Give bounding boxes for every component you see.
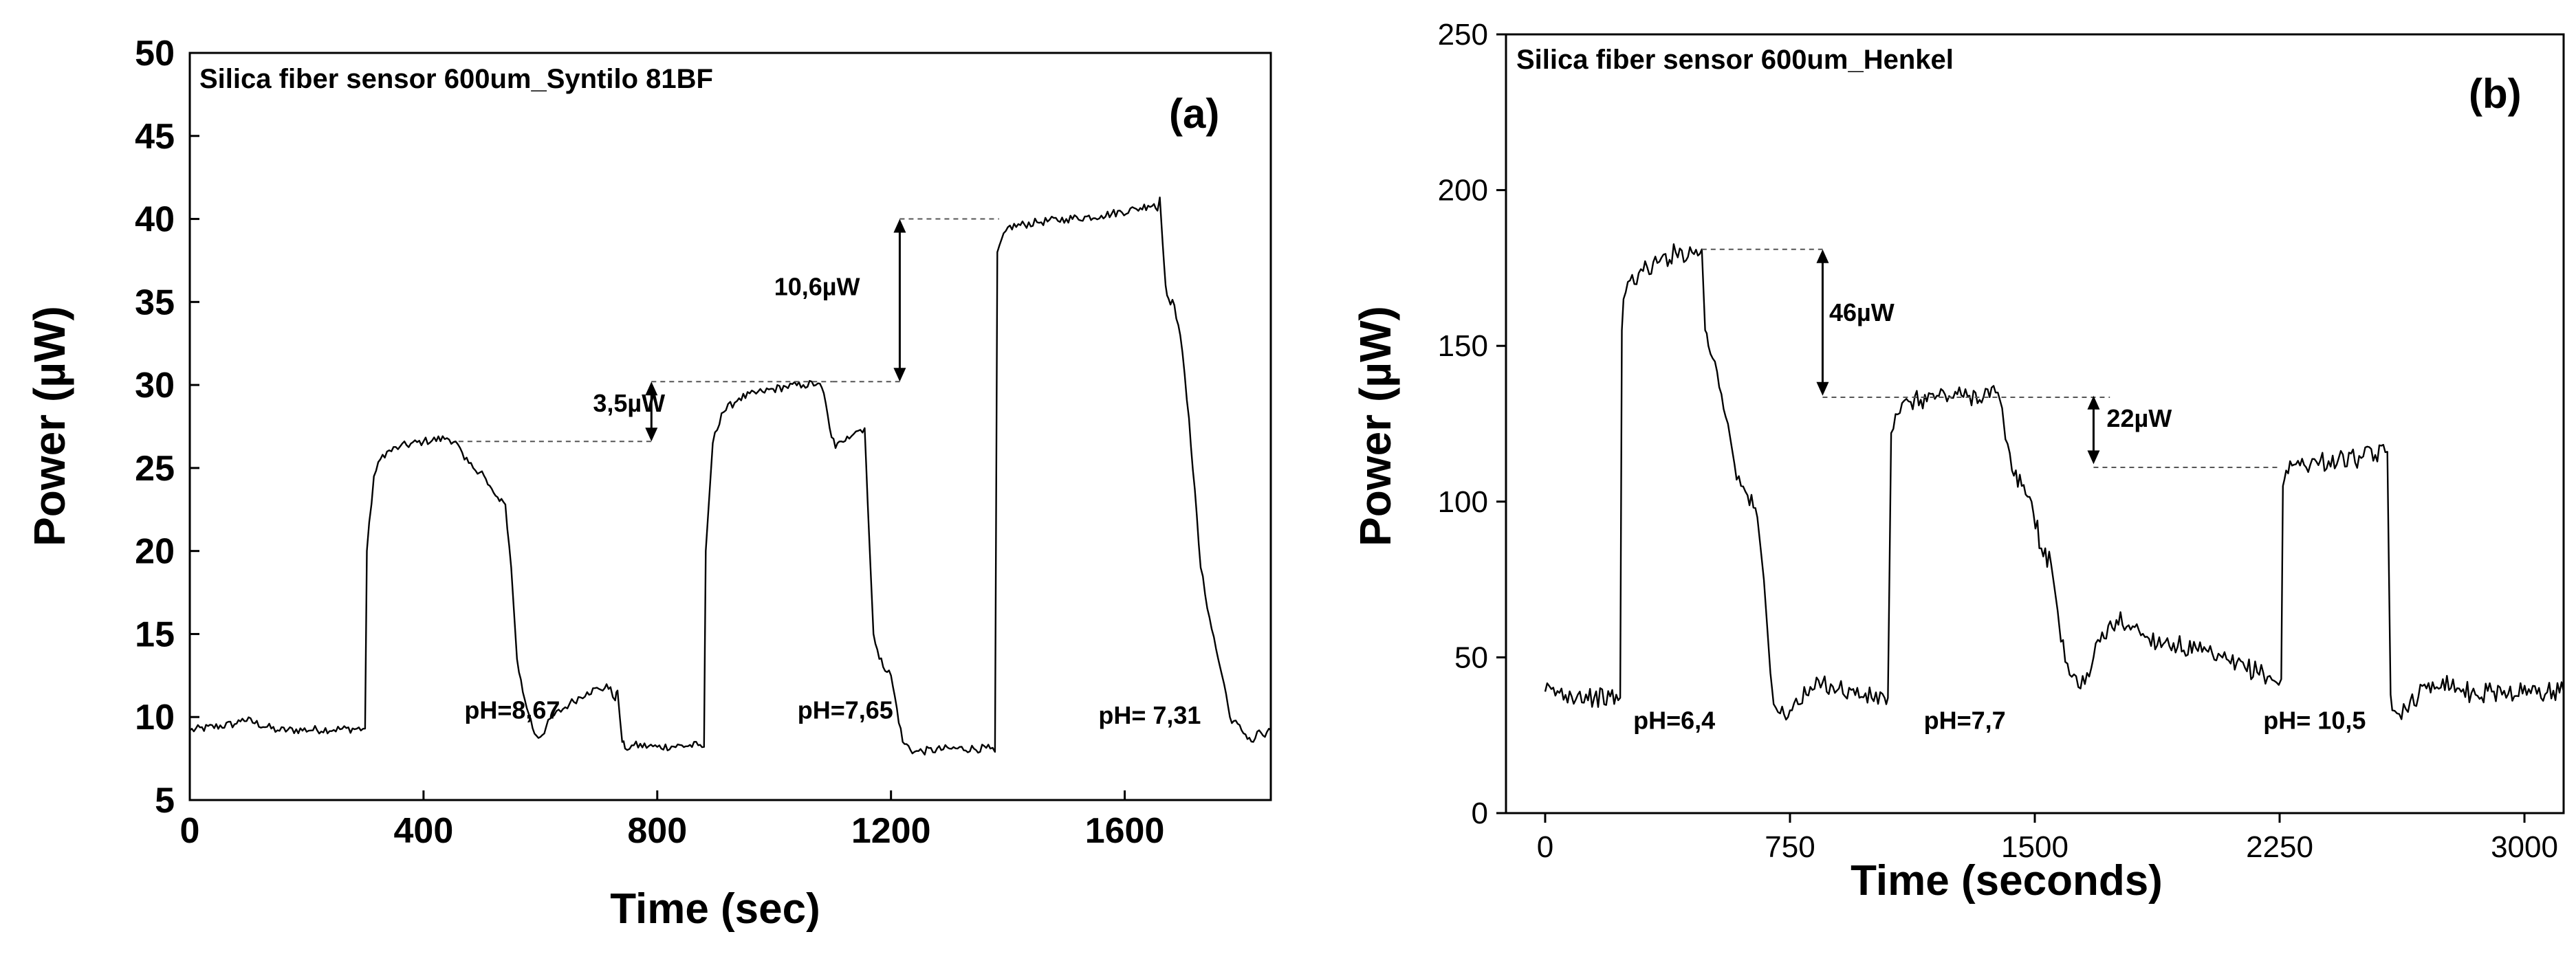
panel-b-ytick-label: 50 (1454, 641, 1488, 674)
panel-b-xlabel: Time (seconds) (1851, 857, 2163, 905)
panel-b-annotation: 22µW (2106, 404, 2172, 432)
panel-a-ytick-label: 40 (135, 200, 175, 240)
panel-a-xtick-layer: 0 400 800 1200 1600 (180, 790, 1165, 851)
panel-a-series-layer (189, 197, 1271, 756)
panel-a-annotation: 10,6µW (774, 273, 860, 301)
panel-b-xtick-label: 1500 (2001, 830, 2069, 864)
panel-a-label: (a) (1169, 91, 1219, 137)
panel-a-annotation-layer: pH=8,67 pH=7,65 pH= 7,31 3,5µW 10,6µW (464, 273, 1201, 729)
panel-b-ytick-label: 250 (1438, 18, 1488, 52)
panel-b-ylabel: Power (µW) (1351, 306, 1400, 546)
panel-a-arrowhead-up (893, 219, 906, 233)
panel-a-plot-frame (188, 52, 1272, 801)
panel-b-series-layer (1544, 243, 2565, 721)
panel-b-ytick-label: 0 (1472, 797, 1488, 830)
panel-a-ytick-label: 50 (135, 34, 175, 74)
panel-a-xtick-label: 0 (180, 811, 200, 851)
panel-a-xtick-label: 400 (394, 811, 454, 851)
panel-b-ytick-layer: 0 50 100 150 200 250 (1438, 18, 1506, 830)
panel-a-ytick-label: 20 (135, 532, 175, 572)
panel-a-xlabel: Time (sec) (610, 885, 820, 933)
panel-a-ytick-label: 25 (135, 449, 175, 489)
panel-b-step-layer (1816, 249, 2100, 465)
panel-b-arrowhead-up (1816, 249, 1829, 263)
panel-a-reference-layer (458, 218, 999, 443)
panel-a-ytick-label: 35 (135, 282, 175, 322)
panel-a-ytick-label: 5 (155, 781, 175, 821)
panel-a-annotation: pH=7,65 (798, 696, 893, 724)
panel-a-arrowhead-down (893, 368, 906, 382)
panel-a-title: Silica fiber sensor 600um_Syntilo 81BF (199, 64, 713, 94)
panel-a-ytick-label: 10 (135, 698, 175, 737)
panel-a-ytick-label: 15 (135, 614, 175, 654)
panel-b-xtick-label: 0 (1537, 830, 1553, 864)
panel-a-annotation: 3,5µW (593, 389, 665, 417)
panel-b-arrowhead-down (2087, 450, 2100, 465)
panel-a-step-layer (645, 219, 906, 442)
panel-b-annotation-layer: pH=6,4 pH=7,7 pH= 10,5 46µW 22µW (1633, 298, 2366, 735)
panel-a-series-line (189, 197, 1271, 756)
panel-b-label: (b) (2469, 71, 2522, 117)
panel-a-ytick-label: 30 (135, 366, 175, 406)
panel-a-ytick-label: 45 (135, 117, 175, 157)
panel-b-xtick-layer: 0 750 1500 2250 3000 (1537, 813, 2558, 864)
panel-b-title: Silica fiber sensor 600um_Henkel (1516, 45, 1954, 75)
panel-b-annotation: pH=6,4 (1633, 707, 1715, 735)
panel-b-plot-frame (1505, 33, 2565, 814)
panel-b-xtick-label: 750 (1765, 830, 1815, 864)
panel-a-ylabel: Power (µW) (25, 306, 74, 546)
panel-a-annotation: pH=8,67 (464, 696, 560, 724)
panel-b-arrowhead-down (1816, 381, 1829, 396)
panel-b-xtick-label: 2250 (2246, 830, 2313, 864)
chart-panel-a: 5 10 15 20 25 30 35 40 45 50 0 400 800 1200 1600 pH=8… (25, 34, 1272, 933)
panel-b-xtick-label: 3000 (2491, 830, 2558, 864)
panel-b-ytick-label: 150 (1438, 329, 1488, 363)
panel-b-reference-layer (1701, 248, 2280, 468)
panel-b-ytick-label: 100 (1438, 485, 1488, 519)
panel-a-xtick-label: 1200 (851, 811, 931, 851)
panel-b-arrowhead-up (2087, 395, 2100, 410)
panel-b-annotation: pH=7,7 (1924, 707, 2006, 735)
panel-b-annotation: 46µW (1829, 298, 1895, 326)
panel-a-annotation: pH= 7,31 (1098, 701, 1201, 729)
panel-a-ytick-layer: 5 10 15 20 25 30 35 40 45 50 (135, 34, 199, 821)
panel-b-ytick-label: 200 (1438, 174, 1488, 208)
panel-a-arrowhead-down (645, 428, 658, 442)
panel-b-series-line (1544, 243, 2565, 721)
panel-a-xtick-label: 800 (627, 811, 687, 851)
panel-a-xtick-label: 1600 (1085, 811, 1165, 851)
panel-b-annotation: pH= 10,5 (2263, 707, 2366, 735)
panel-a-arrowhead-up (645, 381, 658, 396)
